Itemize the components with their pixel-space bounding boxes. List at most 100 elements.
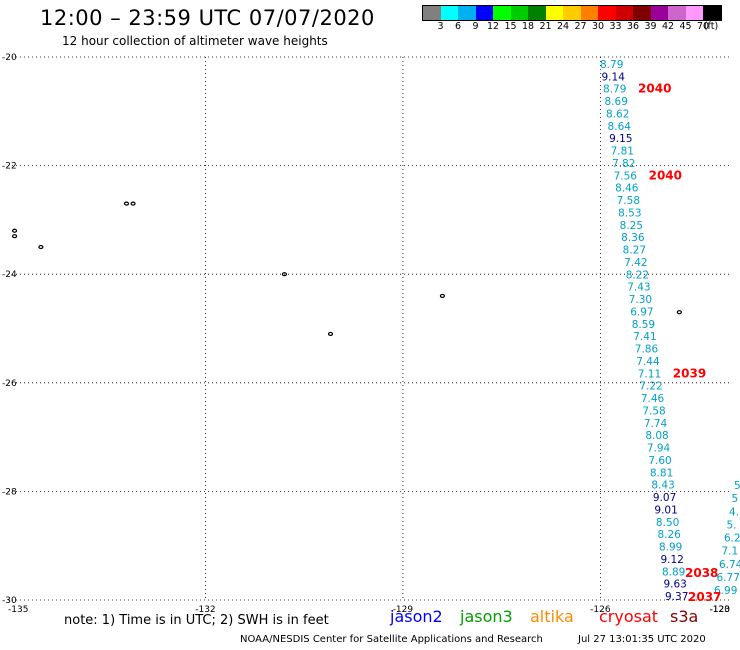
swh-observation: 8.62 xyxy=(606,108,629,120)
swh-observation: 7.41 xyxy=(633,331,656,343)
swh-observation: 7.56 xyxy=(614,170,638,182)
colorbar-label: 42 xyxy=(661,21,675,32)
units-note: note: 1) Time is in UTC; 2) SWH is in fe… xyxy=(64,613,329,628)
swh-observation: 8.46 xyxy=(615,183,639,195)
satellite-legend-item: cryosat xyxy=(599,607,659,626)
colorbar-swatch xyxy=(458,6,476,20)
swh-observation: 6.2 xyxy=(724,533,740,545)
colorbar-swatch xyxy=(633,6,651,20)
colorbar-label: 9 xyxy=(472,21,479,32)
longitude-label: -135 xyxy=(8,605,28,615)
colorbar-swatch xyxy=(668,6,686,20)
island-marker xyxy=(130,201,136,206)
swh-observation: 9.12 xyxy=(660,554,683,566)
colorbar-swatch xyxy=(685,6,703,20)
latitude-label: -22 xyxy=(2,162,17,172)
colorbar-label: 33 xyxy=(609,21,622,32)
satellite-legend-item: s3a xyxy=(670,607,699,626)
colorbar-label: 27 xyxy=(574,21,587,32)
swh-observation: 8.79 xyxy=(603,84,626,96)
swh-observation: 8.43 xyxy=(651,480,674,492)
colorbar-swatch xyxy=(510,6,528,20)
swh-observation: 9.63 xyxy=(663,579,686,591)
colorbar-swatch xyxy=(528,6,546,20)
swh-observation: 7.44 xyxy=(636,356,660,368)
colorbar-label: 39 xyxy=(644,21,657,32)
latitude-label: -28 xyxy=(2,487,17,497)
pass-time-label: 2037 xyxy=(688,590,721,604)
colorbar-label: 36 xyxy=(626,21,640,32)
colorbar-label: 12 xyxy=(486,21,500,32)
swh-observation: 8.50 xyxy=(656,517,679,529)
colorbar-swatch xyxy=(650,6,668,20)
latitude-label: -26 xyxy=(2,379,17,389)
swh-observation: 7.43 xyxy=(627,282,650,294)
colorbar-label: 3 xyxy=(437,21,444,32)
map-subtitle: 12 hour collection of altimeter wave hei… xyxy=(62,34,328,48)
swh-observation: 8.27 xyxy=(623,245,646,257)
swh-observation: 5. xyxy=(727,519,737,531)
swh-observation: 8.25 xyxy=(620,220,643,232)
latitude-label: -30 xyxy=(2,596,17,606)
swh-observation: 9.07 xyxy=(653,492,676,504)
swh-observation: 8.89 xyxy=(662,566,685,578)
island-marker xyxy=(327,331,334,337)
map-title: 12:00 – 23:59 UTC 07/07/2020 xyxy=(40,6,375,30)
pass-time-label: 2038 xyxy=(685,566,718,580)
colorbar-swatch xyxy=(598,6,616,20)
swh-observation: 8.22 xyxy=(626,269,649,281)
swh-observation: 7.58 xyxy=(642,405,665,417)
latitude-label: -24 xyxy=(2,270,17,280)
credit-text: NOAA/NESDIS Center for Satellite Applica… xyxy=(240,634,543,645)
colorbar-label: 6 xyxy=(454,21,462,32)
swh-observation: 9.15 xyxy=(609,133,632,145)
swh-observation: 9.01 xyxy=(654,504,677,516)
pass-time-label: 2040 xyxy=(649,168,682,182)
swh-observation: 6.74 xyxy=(719,559,740,571)
colorbar-label: 18 xyxy=(521,21,535,32)
swh-observation: 7.46 xyxy=(641,393,665,405)
colorbar-label: (ft) xyxy=(703,21,719,32)
swh-observation: 8.69 xyxy=(605,96,628,108)
island-marker xyxy=(11,234,18,239)
swh-observation: 5 xyxy=(734,480,740,492)
swh-observation: 8.26 xyxy=(657,529,681,541)
island-marker xyxy=(38,244,44,250)
swh-observation: 7.58 xyxy=(617,195,640,207)
longitude-label: -120 xyxy=(710,605,731,615)
swh-observation: 8.53 xyxy=(618,207,641,219)
longitude-label: -123 xyxy=(710,605,730,615)
colorbar-label: 45 xyxy=(679,21,692,32)
longitude-label: -126 xyxy=(590,605,611,615)
swh-observation: 6.97 xyxy=(630,306,653,318)
colorbar-labels: 3 6 9 12 15 18 21 24 27 30 33 36 39 42 45 70 (ft) xyxy=(422,21,740,35)
swh-observation: 7.60 xyxy=(648,455,671,467)
pass-time-label: 2039 xyxy=(673,366,706,380)
swh-observation: 8.59 xyxy=(632,319,655,331)
colorbar-label: 30 xyxy=(591,21,605,32)
swh-observation: 8.36 xyxy=(621,232,645,244)
swh-observation: 6.77 xyxy=(717,572,740,584)
colorbar-label: 24 xyxy=(556,21,570,32)
swh-observation: 4. xyxy=(729,506,739,518)
island-marker xyxy=(676,310,682,315)
swh-observation: 7.1 xyxy=(722,546,739,558)
swh-observation: 6.99 xyxy=(714,585,737,597)
satellite-legend-item: jason3 xyxy=(460,607,513,626)
swh-observation: 8.08 xyxy=(645,430,668,442)
island-marker xyxy=(439,293,445,299)
colorbar-swatch xyxy=(580,6,598,20)
colorbar-swatch xyxy=(475,6,493,20)
island-marker xyxy=(11,228,18,233)
longitude-label: -132 xyxy=(195,605,215,615)
swh-observation: 7.86 xyxy=(635,344,659,356)
colorbar-swatch xyxy=(493,6,511,20)
colorbar-swatch xyxy=(615,6,633,20)
satellite-legend-item: jason2 xyxy=(390,607,443,626)
swh-observation: 9.37 xyxy=(665,591,688,603)
swh-observation: 9.14 xyxy=(602,71,626,83)
colorbar-swatch xyxy=(563,6,581,20)
swh-observation: 7.30 xyxy=(629,294,652,306)
swh-observation: 7.42 xyxy=(624,257,647,269)
